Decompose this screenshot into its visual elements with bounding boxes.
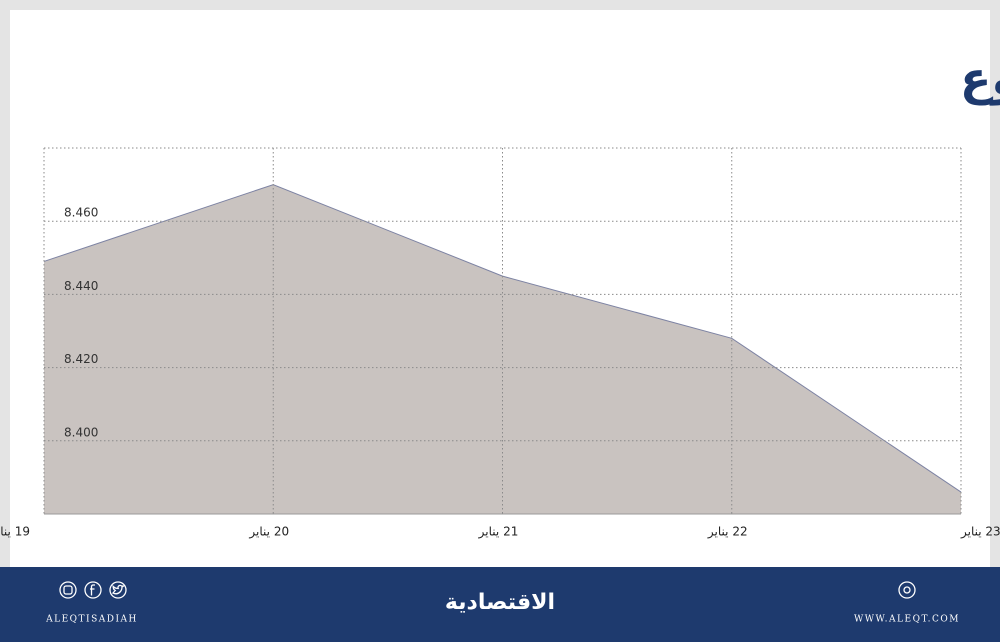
social-icons (59, 581, 916, 599)
x-tick-label: 22 يناير (707, 525, 748, 540)
web-icon (898, 581, 916, 599)
footer-website: WWW.ALEQT.COM (854, 615, 960, 625)
x-tick-label: 19 يناير (0, 525, 30, 540)
twitter-glyph (111, 584, 126, 595)
instagram-icon (59, 581, 77, 599)
footer-handle: ALEQTISADIAH (45, 615, 138, 625)
facebook-icon (84, 581, 102, 599)
x-tick-label: 20 يناير (248, 525, 289, 540)
twitter-icon (109, 581, 127, 599)
instagram-glyph (63, 585, 73, 595)
y-tick-label: 8.440 (64, 279, 98, 293)
footer-logo: الاقتصادية (445, 590, 555, 615)
x-tick-label: 21 يناير (478, 525, 519, 540)
footer-band (0, 567, 1000, 642)
chart-title: المؤشر في أسبوع (960, 49, 1000, 106)
x-tick-label: 23 يناير (960, 525, 1000, 540)
y-tick-label: 8.460 (64, 206, 98, 220)
facebook-glyph (90, 584, 95, 596)
web-glyph (903, 586, 911, 594)
y-tick-label: 8.400 (64, 425, 98, 439)
y-tick-label: 8.420 (64, 352, 98, 366)
